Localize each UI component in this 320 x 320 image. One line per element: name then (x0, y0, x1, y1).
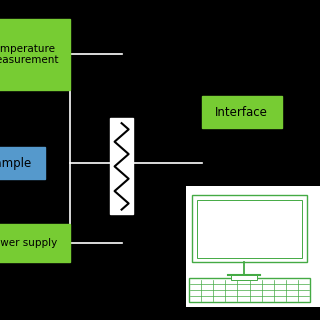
Bar (202, 96, 282, 128)
Bar (186, 186, 320, 307)
Bar (110, 118, 133, 214)
Bar (192, 195, 307, 262)
Text: Sample: Sample (0, 157, 32, 170)
Text: Temperature
Measurement: Temperature Measurement (0, 44, 58, 65)
Bar (189, 278, 310, 302)
Bar (197, 200, 302, 258)
Bar (231, 275, 257, 280)
Text: Power supply: Power supply (0, 238, 57, 248)
Text: Interface: Interface (215, 106, 268, 118)
Bar (0, 224, 70, 262)
Bar (0, 19, 70, 90)
Bar (0, 147, 45, 179)
